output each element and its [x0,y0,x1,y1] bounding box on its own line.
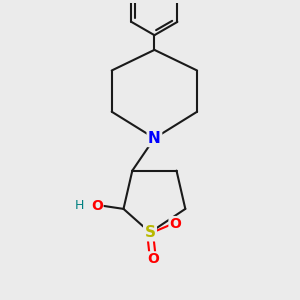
Text: O: O [147,252,159,266]
Text: N: N [148,131,161,146]
Text: O: O [91,199,103,213]
Text: S: S [145,225,155,240]
Text: H: H [75,200,84,212]
Text: O: O [169,217,181,231]
